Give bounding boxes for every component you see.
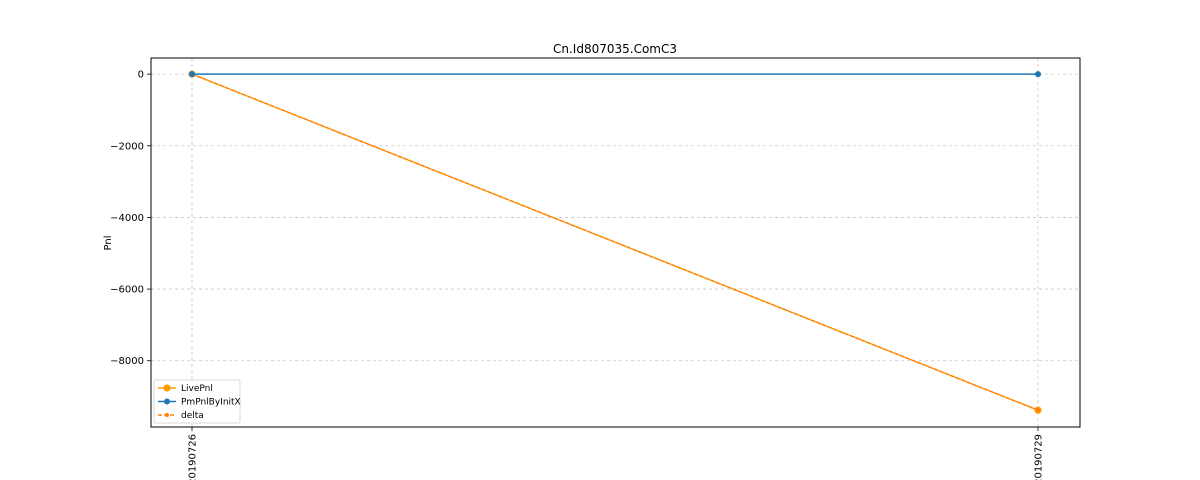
x-tick-label: 20190726 xyxy=(188,434,199,480)
legend-marker-PmPnlByInitX xyxy=(164,398,170,405)
y-axis: 0 −2000 −4000 −6000 −8000 xyxy=(110,70,151,367)
legend-box xyxy=(153,379,241,424)
legend: LivePnl PmPnlByInitX delta xyxy=(153,379,241,424)
y-axis-label: Pnl xyxy=(103,236,114,251)
legend-marker-delta xyxy=(165,413,169,417)
legend-label: delta xyxy=(181,411,204,421)
series-lines xyxy=(188,70,1042,414)
legend-label: PmPnlByInitX xyxy=(181,398,241,408)
data-point-PmPnlByInitX xyxy=(1035,71,1041,78)
x-axis: 20190726 20190729 xyxy=(188,427,1045,480)
y-tick-label: −4000 xyxy=(110,213,144,224)
y-tick-label: 0 xyxy=(138,70,144,81)
data-point-PmPnlByInitX xyxy=(189,71,195,78)
plot-area xyxy=(150,57,1081,428)
y-tick-label: −2000 xyxy=(110,141,144,152)
legend-label: LivePnl xyxy=(181,384,213,394)
data-point-delta xyxy=(1036,408,1040,413)
series-line-LivePnl xyxy=(191,73,1039,411)
y-tick-label: −6000 xyxy=(110,285,144,296)
y-tick-label: −8000 xyxy=(110,356,144,367)
legend-marker-LivePnl xyxy=(163,384,171,392)
series-line-delta xyxy=(191,73,1039,411)
x-tick-label: 20190729 xyxy=(1034,434,1045,480)
chart-title: Cn.Id807035.ComC3 xyxy=(553,42,677,56)
